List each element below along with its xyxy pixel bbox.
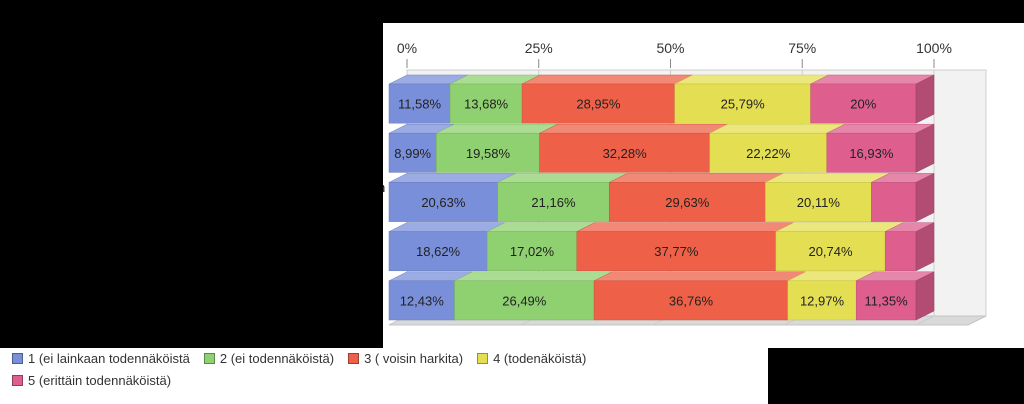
bar-top [709,123,845,134]
legend-label: 1 (ei lainkaan todennäköistä [28,350,190,366]
bar-segment [884,231,917,272]
bar-segment [826,132,917,173]
legend: 1 (ei lainkaan todennäköistä 2 (ei todenn… [0,348,768,404]
legend-label: 3 ( voisin harkita) [364,350,464,366]
data-label: 11,35% [865,293,909,308]
bar-segment [871,182,917,222]
bar-top [522,74,693,85]
data-label: 8,99% [394,146,431,161]
bar-top [810,74,935,85]
bar-segment [608,182,766,222]
bar-side [915,222,935,272]
legend-label: 5 (erittäin todennäköistä) [28,372,172,388]
legend-swatch [348,352,360,364]
bar-segment [539,132,710,173]
legend-item: 2 (ei todennäköistä) [203,350,335,366]
bar-top [609,173,784,183]
legend-item: 1 (ei lainkaan todennäköistä [12,351,190,366]
bar-segment [486,231,578,272]
bar-segment [449,83,523,124]
data-label: 28,95% [576,97,621,112]
bar-top [388,222,506,232]
bar-side [915,123,935,173]
data-label: 21,16% [531,195,576,210]
legend-row: 1 (ei lainkaan todennäköistä 2 (ei todenn… [0,348,588,368]
bar-top [388,173,516,183]
legend-swatch [12,352,23,364]
data-label: 18,62% [416,244,461,259]
stacked-bar-chart: 0% 25% 50% 75% 100% 11,58% 13,68% 28,95% 25,79% 2… [388,40,987,326]
data-label: 20,63% [421,195,466,210]
bar-top [539,123,728,134]
data-label: 26,49% [502,293,547,308]
bar-segment [388,280,455,321]
data-label: 20,11% [797,195,841,210]
bar-segment [388,182,498,222]
data-label: 19,58% [466,146,511,161]
data-label: 20% [850,97,876,112]
bar-top [593,271,806,282]
tick-label: 50% [656,40,684,56]
data-label: 32,28% [603,146,648,161]
data-label: 29,63% [665,195,710,210]
legend-swatch [12,374,23,386]
data-label: 37,77% [654,244,699,259]
bar-segment [855,280,917,321]
data-label: 22,22% [746,146,791,161]
legend-item: 4 (todenäköistä) [477,351,586,366]
data-label: 13,68% [464,97,509,112]
legend-label: 4 (todenäköistä) [493,350,587,366]
bar-top [497,173,628,183]
legend-label: 2 (ei todennäköistä) [219,350,335,366]
bar-segment [593,280,789,321]
bar-top [674,74,829,85]
legend-item: 5 (erittäin todennäköistä) [12,373,171,388]
bar-segment [497,182,610,222]
gridline-floor [915,315,935,326]
tick-label: 75% [788,40,816,56]
tick-label: 25% [525,40,553,56]
data-label: 36,76% [669,293,714,308]
data-label: 11,58% [398,97,442,112]
stray-text: n [378,180,386,195]
data-label: 20,74% [808,244,853,259]
tick-label: 100% [916,40,952,56]
bar-segment [810,83,917,124]
bar-segment [674,83,811,124]
data-label: 12,97% [800,293,845,308]
data-label: 17,02% [510,244,555,259]
legend-item: 3 ( voisin harkita) [348,351,463,366]
bar-side [915,172,935,223]
bar-segment [454,280,595,321]
bar-top [826,123,935,134]
bar-segment [765,182,872,222]
bar-top [775,222,904,232]
bar-segment [775,231,886,272]
bar-top [765,173,890,183]
legend-swatch [203,352,215,364]
tick-label: 0% [397,40,417,56]
data-label: 25,79% [721,97,766,112]
bar-side [915,74,935,124]
data-label: 16,93% [849,146,894,161]
bar-segment [388,83,451,124]
legend-row: 5 (erittäin todennäköistä) [0,370,173,390]
chart-panel: 0% 25% 50% 75% 100% 11,58% 13,68% 28,95% 25,79% 2… [383,23,1024,348]
data-label: 12,43% [400,293,445,308]
bar-top [454,271,613,282]
bar-top [436,123,558,134]
bar-segment [709,132,828,173]
legend-swatch [477,352,489,364]
bar-top [576,222,794,232]
bar-side [915,271,935,321]
bar-top [487,222,595,232]
bar-segment [436,132,540,173]
